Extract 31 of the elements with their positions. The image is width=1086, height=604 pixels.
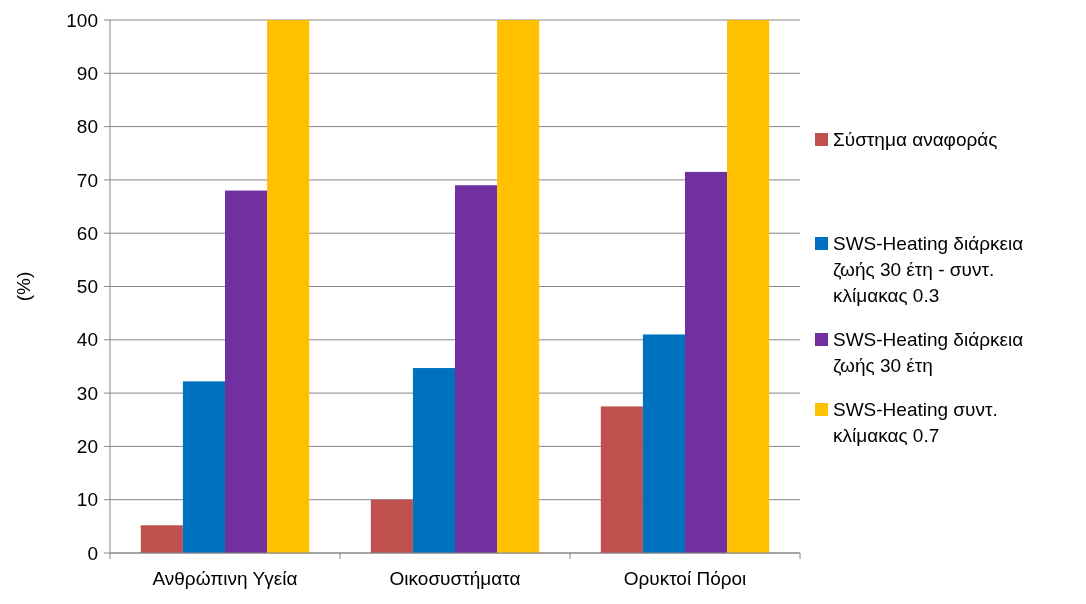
y-tick-label: 50 [76, 276, 98, 298]
bar [600, 406, 643, 553]
legend-label: SWS-Heating συντ. κλίμακας 0.7 [833, 399, 998, 446]
y-tick-label: 10 [76, 489, 98, 511]
bar [642, 334, 685, 553]
y-tick-label: 40 [76, 329, 98, 351]
bar [497, 20, 540, 553]
bar [267, 20, 310, 553]
bar [412, 368, 455, 553]
y-tick-label: 60 [76, 222, 98, 244]
bar [685, 171, 728, 553]
legend-label: Σύστημα αναφοράς [833, 129, 998, 150]
bar [225, 190, 268, 553]
legend-label: SWS-Heating διάρκεια ζωής 30 έτη [833, 329, 1024, 376]
y-tick-label: 70 [76, 169, 98, 191]
bar [370, 499, 413, 553]
legend-label: SWS-Heating διάρκεια ζωής 30 έτη - συντ. κλίμακας 0.3 [833, 233, 1024, 306]
bar [455, 185, 498, 553]
x-tick-label: Οικοσυστήματα [389, 568, 521, 589]
bar [140, 525, 183, 553]
x-tick-label: Ανθρώπινη Υγεία [152, 568, 298, 589]
y-tick-label: 100 [66, 9, 98, 31]
bar [727, 20, 770, 553]
y-axis-title: (%) [13, 271, 34, 302]
bar [182, 381, 225, 553]
y-tick-label: 20 [76, 436, 98, 458]
y-tick-label: 90 [76, 62, 98, 84]
y-tick-label: 80 [76, 116, 98, 138]
x-tick-label: Ορυκτοί Πόροι [623, 568, 747, 589]
y-tick-label: 30 [76, 382, 98, 404]
y-tick-label: 0 [87, 542, 98, 564]
